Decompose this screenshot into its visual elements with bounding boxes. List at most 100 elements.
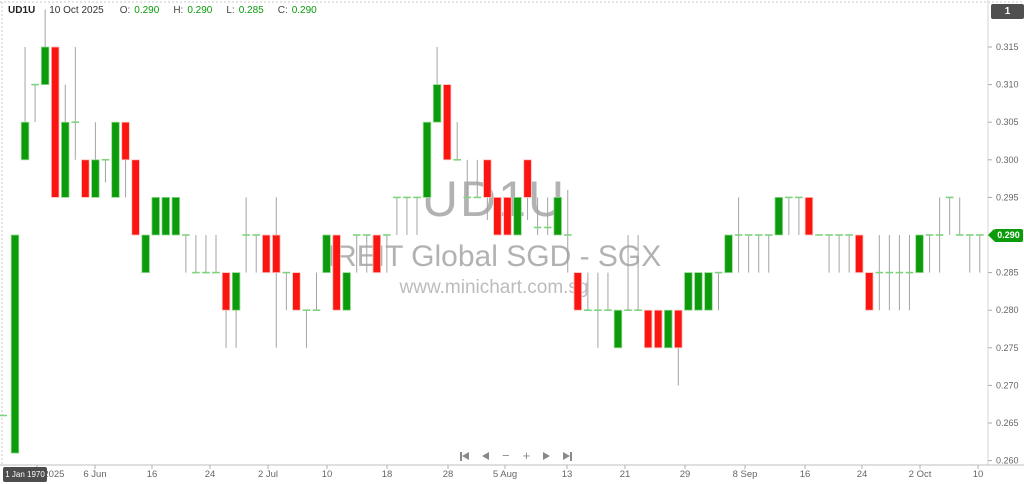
chart-nav-controls: − +	[460, 448, 573, 463]
step-back-icon	[482, 452, 489, 460]
candle-down	[523, 159, 532, 198]
doji-dash	[563, 234, 572, 236]
candle-up	[432, 84, 442, 123]
x-axis-label: 2 Oct	[909, 469, 932, 480]
doji-dash	[473, 196, 482, 199]
candle-up	[422, 121, 432, 198]
doji-dash	[192, 271, 200, 274]
candle-down	[272, 234, 281, 273]
step-back-button[interactable]	[482, 450, 489, 462]
candle-down	[674, 309, 683, 349]
doji-dash	[71, 121, 80, 123]
doji-dash	[362, 234, 371, 236]
close-label: C:	[277, 5, 288, 16]
open-value: 0.290	[134, 5, 160, 16]
doji-dash	[604, 309, 612, 311]
candle-down	[503, 196, 512, 236]
y-axis-label: 0.285	[996, 268, 1019, 278]
y-axis-label: 0.295	[996, 192, 1019, 202]
candle-up	[724, 234, 733, 273]
doji-dash	[393, 196, 401, 199]
doji-dash	[754, 234, 763, 236]
candle-down	[81, 159, 90, 198]
candle-up	[774, 196, 783, 236]
candle-up	[151, 196, 160, 236]
candle-down	[865, 272, 874, 311]
y-axis-label: 0.275	[996, 343, 1019, 353]
doji-dash	[584, 309, 592, 311]
doji-dash	[594, 309, 602, 311]
candle-up	[553, 196, 562, 236]
skip-start-button[interactable]	[460, 450, 469, 462]
doji-dash	[965, 234, 974, 236]
candle-down	[292, 272, 301, 311]
x-axis-label: 10	[322, 469, 333, 480]
x-axis-label: 16	[147, 469, 158, 480]
candle-up	[694, 272, 703, 311]
step-forward-button[interactable]	[543, 450, 551, 462]
candle-down	[442, 84, 452, 161]
ohlc-header: UD1U 10 Oct 2025 O: 0.290 H: 0.290 L: 0.…	[8, 5, 331, 16]
doji-dash	[895, 271, 904, 274]
high-value: 0.290	[187, 5, 213, 16]
candle-down	[121, 121, 130, 161]
doji-dash	[714, 271, 723, 274]
doji-dash	[764, 234, 773, 236]
candle-down	[372, 234, 381, 273]
doji-dash	[634, 309, 642, 311]
candle-up	[231, 272, 241, 311]
candle-up	[91, 159, 100, 198]
current-price-badge: 0.290	[994, 229, 1023, 242]
y-axis-label: 0.305	[996, 117, 1019, 127]
x-axis-label: 24	[857, 469, 868, 480]
zoom-out-button[interactable]: −	[502, 448, 510, 463]
candle-up	[664, 309, 673, 349]
plus-icon: +	[522, 448, 531, 463]
doji-dash	[212, 271, 220, 274]
candle-down	[855, 234, 864, 273]
candle-down	[483, 159, 492, 198]
y-axis-label: 0.315	[996, 42, 1019, 52]
doji-dash	[945, 196, 954, 199]
candle-down	[573, 272, 582, 311]
minus-icon: −	[502, 448, 510, 463]
x-axis-label: 10	[973, 469, 984, 480]
candle-down	[131, 159, 140, 236]
y-axis-label: 0.300	[996, 155, 1019, 165]
candle-up	[61, 121, 70, 198]
doji-dash	[734, 234, 743, 236]
doji-dash	[463, 196, 472, 199]
edge-doji-dash	[0, 414, 7, 417]
candle-up	[171, 196, 180, 236]
doji-dash	[182, 234, 190, 236]
candle-up	[613, 309, 623, 349]
x-axis-label: 5 Aug	[493, 469, 517, 480]
candle-up	[513, 196, 522, 236]
candle-up	[704, 272, 713, 311]
doji-dash	[403, 196, 411, 199]
doji-dash	[744, 234, 753, 236]
zoom-in-button[interactable]: +	[522, 448, 531, 463]
doji-dash	[282, 271, 291, 274]
y-axis-label: 0.270	[996, 380, 1019, 390]
low-label: L:	[226, 5, 235, 16]
x-axis-label: 2 Jul	[258, 469, 278, 480]
doji-dash	[543, 226, 552, 229]
x-axis-label: 29	[680, 469, 691, 480]
x-axis-label: 28	[443, 469, 454, 480]
date-label: 10 Oct 2025	[49, 5, 104, 16]
candle-up	[40, 46, 50, 85]
x-axis-label: 18	[382, 469, 393, 480]
interval-badge[interactable]: 1	[991, 4, 1024, 19]
doji-dash	[825, 234, 833, 236]
doji-dash	[101, 159, 110, 161]
candle-down	[221, 272, 231, 311]
date-tooltip: 1 Jan 1970	[3, 467, 47, 482]
candle-up	[161, 196, 170, 236]
doji-dash	[885, 271, 894, 274]
x-axis-label: 13	[562, 469, 573, 480]
doji-dash	[352, 234, 361, 236]
skip-end-button[interactable]	[563, 450, 573, 462]
doji-dash	[905, 271, 914, 274]
